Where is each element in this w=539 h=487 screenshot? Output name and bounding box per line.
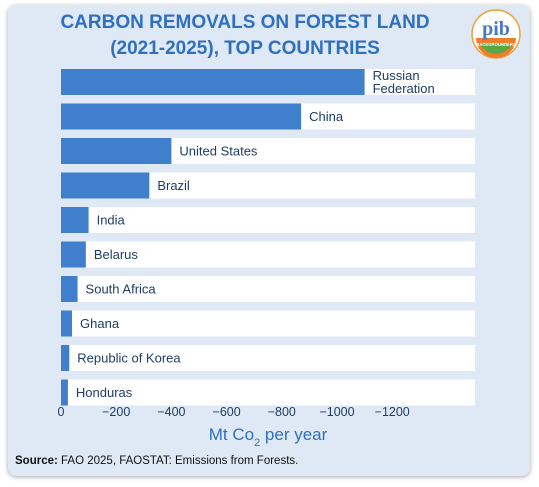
source-text: FAO 2025, FAOSTAT: Emissions from Forest… [61, 455, 299, 467]
category-label: Brazil [157, 178, 190, 193]
bar [61, 276, 78, 302]
x-tick-label: 0 [58, 405, 65, 419]
bar-track [61, 345, 475, 371]
category-label: India [97, 213, 126, 228]
category-label: Belarus [94, 247, 139, 262]
category-labels: Russian Federation China United States Brazi… [76, 68, 435, 400]
category-label: South Africa [86, 282, 157, 297]
category-label-line: South Africa [86, 282, 157, 297]
bar [61, 103, 302, 130]
category-label: China [309, 109, 344, 124]
logo-subtext: BACKGROUNDERS [476, 42, 516, 47]
source-label: Source: [15, 455, 58, 467]
chart-title: CARBON REMOVALS ON FOREST LAND (2021-202… [30, 10, 460, 62]
category-label: Ghana [80, 316, 120, 331]
x-tick-label: −600 [213, 405, 241, 419]
category-label-line: Federation [373, 81, 435, 96]
bar-track [61, 207, 475, 233]
bar [61, 379, 68, 406]
x-axis-label: Mt Co2 per year [209, 425, 328, 449]
source-note: Source: FAO 2025, FAOSTAT: Emissions fro… [15, 455, 298, 467]
category-label-line: China [309, 109, 344, 124]
x-axis-ticks: 0 −200 −400 −600 −800 −1000 −1200 [58, 405, 410, 419]
bar-track [61, 379, 475, 406]
title-line-1: CARBON REMOVALS ON FOREST LAND [60, 12, 430, 33]
logo-text: pib [482, 18, 510, 40]
pib-logo-icon: pib BACKGROUNDERS [471, 9, 521, 59]
category-label-line: United States [179, 144, 258, 159]
bar [61, 172, 150, 199]
x-tick-label: −800 [268, 405, 296, 419]
category-label: Republic of Korea [77, 351, 181, 366]
category-label-line: India [97, 213, 126, 228]
category-label: Russian Federation [373, 68, 435, 96]
x-tick-label: −1000 [319, 405, 354, 419]
category-label: United States [179, 144, 258, 159]
x-tick-label: −400 [157, 405, 185, 419]
bars [61, 69, 365, 406]
x-axis-label-main: Mt Co [209, 425, 254, 444]
bar [61, 138, 172, 164]
title-line-2: (2021-2025), TOP COUNTRIES [110, 38, 380, 59]
category-label-line: Russian [373, 68, 420, 83]
bar [61, 310, 73, 337]
bar [61, 207, 89, 233]
bar [61, 345, 70, 371]
x-tick-label: −200 [102, 405, 130, 419]
bar-track [61, 241, 475, 268]
category-label-line: Belarus [94, 247, 139, 262]
x-axis-label-tail: per year [260, 425, 327, 444]
category-label-line: Republic of Korea [77, 351, 181, 366]
category-label-line: Brazil [157, 178, 190, 193]
bar [61, 69, 365, 95]
bar-track [61, 310, 475, 337]
category-label-line: Ghana [80, 316, 120, 331]
x-tick-label: −1200 [375, 405, 410, 419]
bar-track [61, 276, 475, 302]
bar [61, 241, 86, 268]
category-label: Honduras [76, 385, 133, 400]
category-label-line: Honduras [76, 385, 133, 400]
x-axis-label-subscript: 2 [254, 437, 260, 449]
